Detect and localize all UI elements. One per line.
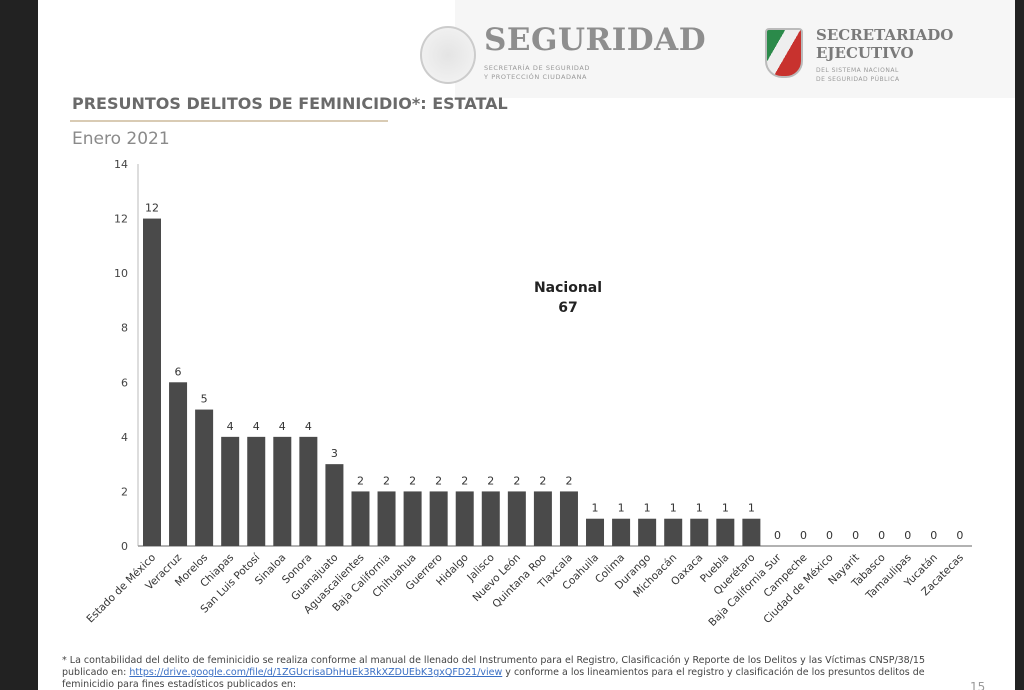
logo-seguridad-sub: SECRETARÍA DE SEGURIDAD Y PROTECCIÓN CIU… <box>484 64 590 82</box>
bar <box>429 491 448 546</box>
bar <box>612 518 631 546</box>
y-tick-label: 8 <box>121 322 128 335</box>
header-banner <box>455 0 1015 98</box>
footnote: * La contabilidad del delito de feminici… <box>62 655 942 690</box>
logo-line: EJECUTIVO <box>816 44 914 62</box>
bar <box>481 491 500 546</box>
bar <box>221 436 240 546</box>
page-number: 15 <box>970 680 986 690</box>
data-label: 4 <box>305 420 312 433</box>
bar <box>377 491 396 546</box>
bar <box>638 518 657 546</box>
data-label: 0 <box>852 529 859 542</box>
bar <box>507 491 526 546</box>
bar <box>195 409 214 546</box>
bar <box>325 464 344 546</box>
bar <box>533 491 552 546</box>
data-label: 2 <box>487 474 494 487</box>
data-label: 2 <box>461 474 468 487</box>
national-total-label: Nacional <box>534 280 602 296</box>
footnote-text: * La contabilidad del delito de feminici… <box>62 655 926 678</box>
bar <box>690 518 709 546</box>
y-tick-label: 4 <box>121 431 128 444</box>
footnote-text: y conforme a los lineamientos para el re… <box>62 667 925 690</box>
bar <box>247 436 266 546</box>
footnote-link[interactable]: https://drive.google.com/file/d/1ZGUcris… <box>129 667 503 678</box>
y-tick-label: 14 <box>114 158 128 171</box>
bar <box>716 518 735 546</box>
logo-sub-line: SECRETARÍA DE SEGURIDAD <box>484 64 591 72</box>
bar <box>403 491 422 546</box>
slide-title: PRESUNTOS DELITOS DE FEMINICIDIO*: ESTAT… <box>72 94 508 113</box>
data-label: 6 <box>175 365 182 378</box>
logo-sub-line: DEL SISTEMA NACIONAL <box>816 67 899 74</box>
data-label: 0 <box>774 529 781 542</box>
y-tick-label: 6 <box>121 376 128 389</box>
data-label: 0 <box>800 529 807 542</box>
logo-sub-line: DE SEGURIDAD PÚBLICA <box>816 76 900 83</box>
data-label: 2 <box>435 474 442 487</box>
data-label: 4 <box>279 420 286 433</box>
bar <box>559 491 578 546</box>
slide: SEGURIDAD SECRETARÍA DE SEGURIDAD Y PROT… <box>38 0 1015 690</box>
data-label: 3 <box>331 447 338 460</box>
secretariado-shield-icon <box>765 28 803 78</box>
bar <box>143 218 161 547</box>
bar <box>351 491 370 546</box>
data-label: 1 <box>748 502 755 515</box>
bar <box>169 382 188 546</box>
logo-seguridad: SEGURIDAD <box>484 22 707 58</box>
data-label: 12 <box>145 202 159 215</box>
data-label: 1 <box>722 502 729 515</box>
data-label: 2 <box>539 474 546 487</box>
y-tick-label: 12 <box>114 213 128 226</box>
national-total-value: 67 <box>558 300 577 316</box>
title-underline <box>70 120 388 122</box>
data-label: 2 <box>565 474 572 487</box>
data-label: 0 <box>930 529 937 542</box>
logo-sub-line: Y PROTECCIÓN CIUDADANA <box>484 73 588 81</box>
bar <box>299 436 318 546</box>
data-label: 1 <box>670 502 677 515</box>
data-label: 2 <box>409 474 416 487</box>
data-label: 5 <box>201 393 208 406</box>
data-label: 1 <box>618 502 625 515</box>
bar <box>455 491 474 546</box>
bar <box>664 518 683 546</box>
slide-subtitle: Enero 2021 <box>72 129 170 149</box>
data-label: 2 <box>383 474 390 487</box>
logo-secretariado-sub: DEL SISTEMA NACIONAL DE SEGURIDAD PÚBLIC… <box>816 66 900 84</box>
data-label: 2 <box>513 474 520 487</box>
y-tick-label: 2 <box>121 485 128 498</box>
y-tick-label: 10 <box>114 267 128 280</box>
data-label: 0 <box>826 529 833 542</box>
data-label: 1 <box>592 502 599 515</box>
y-tick-label: 0 <box>121 540 128 553</box>
data-label: 0 <box>956 529 963 542</box>
data-label: 0 <box>904 529 911 542</box>
bar <box>586 518 605 546</box>
bar <box>742 518 761 546</box>
data-label: 0 <box>878 529 885 542</box>
logo-secretariado: SECRETARIADO EJECUTIVO <box>816 26 953 62</box>
data-label: 2 <box>357 474 364 487</box>
bar <box>273 436 292 546</box>
logo-line: SECRETARIADO <box>816 26 954 44</box>
data-label: 1 <box>644 502 651 515</box>
data-label: 1 <box>696 502 703 515</box>
mexico-seal-icon <box>420 26 476 84</box>
data-label: 4 <box>253 420 260 433</box>
data-label: 4 <box>227 420 234 433</box>
